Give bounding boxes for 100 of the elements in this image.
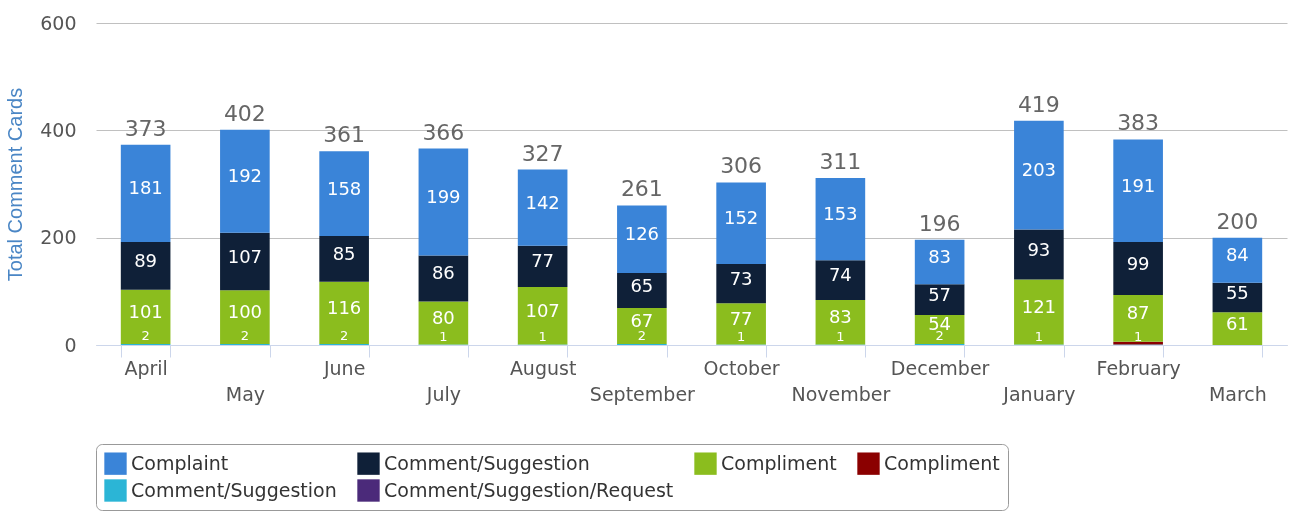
legend-label: Compliment — [884, 451, 1000, 474]
data-label: 192 — [227, 165, 263, 187]
y-tick-label: 200 — [40, 226, 77, 249]
bar — [220, 232, 270, 291]
bar — [319, 281, 369, 344]
bar — [716, 263, 766, 304]
data-label: 73 — [729, 267, 753, 289]
data-label: 153 — [823, 203, 858, 225]
bar — [319, 151, 369, 237]
bar — [617, 307, 667, 344]
bar — [1212, 312, 1263, 345]
total-label: 419 — [1017, 91, 1060, 117]
bar — [914, 239, 965, 285]
x-tick-label: February — [1096, 356, 1181, 379]
bar — [1212, 237, 1263, 283]
data-label: 2 — [141, 328, 150, 344]
bar — [815, 260, 866, 300]
y-axis-title: Total Comment Cards — [4, 87, 27, 282]
data-label: 74 — [828, 264, 852, 286]
bar — [815, 178, 866, 261]
data-label: 83 — [828, 306, 852, 328]
data-label: 2 — [240, 328, 250, 344]
total-label: 200 — [1216, 208, 1259, 234]
x-tick-label: September — [589, 382, 696, 405]
bar — [120, 144, 171, 242]
bar — [220, 290, 270, 344]
total-label: 402 — [223, 100, 266, 126]
legend-label: Comment/Suggestion — [384, 451, 590, 474]
data-label: 80 — [431, 307, 455, 328]
data-label: 107 — [525, 299, 560, 321]
data-label: 99 — [1126, 252, 1150, 274]
data-label: 126 — [624, 223, 660, 245]
data-label: 199 — [426, 185, 461, 207]
bar — [716, 303, 766, 345]
total-label: 361 — [323, 122, 366, 148]
bar — [418, 255, 469, 302]
total-label: 261 — [620, 176, 663, 202]
x-tick-label: December — [890, 356, 990, 379]
x-tick-label: April — [124, 356, 168, 379]
bar — [418, 301, 469, 345]
bar — [220, 129, 270, 233]
data-label: 65 — [630, 274, 654, 296]
total-label: 327 — [521, 140, 564, 166]
legend-label: Comment/Suggestion/Request — [384, 478, 674, 501]
data-label: 203 — [1021, 159, 1057, 181]
total-label: 373 — [124, 115, 167, 141]
x-tick-label: January — [1002, 382, 1076, 405]
data-label: 1 — [538, 328, 547, 344]
data-label: 89 — [134, 249, 158, 271]
bar — [815, 299, 866, 345]
total-label: 366 — [422, 119, 465, 145]
y-tick-label: 600 — [40, 11, 77, 34]
data-label: 101 — [128, 300, 163, 322]
data-label: 2 — [637, 328, 647, 344]
data-label: 57 — [928, 283, 952, 305]
x-tick-label: July — [425, 382, 461, 405]
data-label: 85 — [332, 242, 356, 264]
data-label: 1 — [1034, 328, 1044, 344]
bar — [1014, 229, 1064, 280]
data-label: 55 — [1225, 281, 1249, 303]
data-label: 1 — [439, 328, 448, 344]
total-label: 306 — [720, 153, 763, 179]
bar — [617, 273, 667, 308]
bar — [517, 287, 568, 345]
data-label: 1 — [1133, 328, 1143, 344]
data-label: 61 — [1225, 312, 1249, 334]
total-label: 311 — [819, 149, 862, 175]
data-label: 152 — [723, 207, 759, 229]
bar — [1113, 139, 1163, 242]
data-label: 87 — [1126, 302, 1150, 324]
data-label: 191 — [1120, 174, 1156, 196]
bar — [1113, 295, 1163, 342]
data-label: 84 — [1225, 244, 1249, 266]
x-tick-label: June — [322, 356, 366, 379]
data-label: 142 — [525, 191, 560, 213]
total-label: 196 — [918, 210, 961, 236]
data-label: 77 — [729, 307, 753, 329]
data-label: 121 — [1021, 295, 1057, 317]
bar — [517, 245, 568, 288]
bar — [517, 169, 568, 246]
bar — [418, 148, 469, 256]
bar — [1014, 279, 1064, 345]
bar — [319, 236, 369, 282]
legend-label: Compliment — [721, 451, 837, 474]
data-label: 107 — [227, 245, 263, 267]
bar — [120, 241, 171, 290]
y-tick-label: 0 — [64, 333, 77, 356]
x-tick-label: May — [225, 382, 266, 405]
data-label: 67 — [630, 309, 654, 331]
data-label: 1 — [736, 328, 746, 344]
x-tick-label: March — [1208, 382, 1267, 405]
data-label: 83 — [928, 246, 952, 268]
bar — [716, 182, 766, 264]
x-tick-label: August — [509, 356, 577, 379]
data-label: 158 — [326, 177, 362, 199]
data-label: 181 — [128, 177, 163, 199]
bar — [914, 284, 965, 315]
bar — [617, 205, 667, 274]
bar — [1113, 241, 1163, 296]
data-label: 1 — [836, 328, 845, 344]
